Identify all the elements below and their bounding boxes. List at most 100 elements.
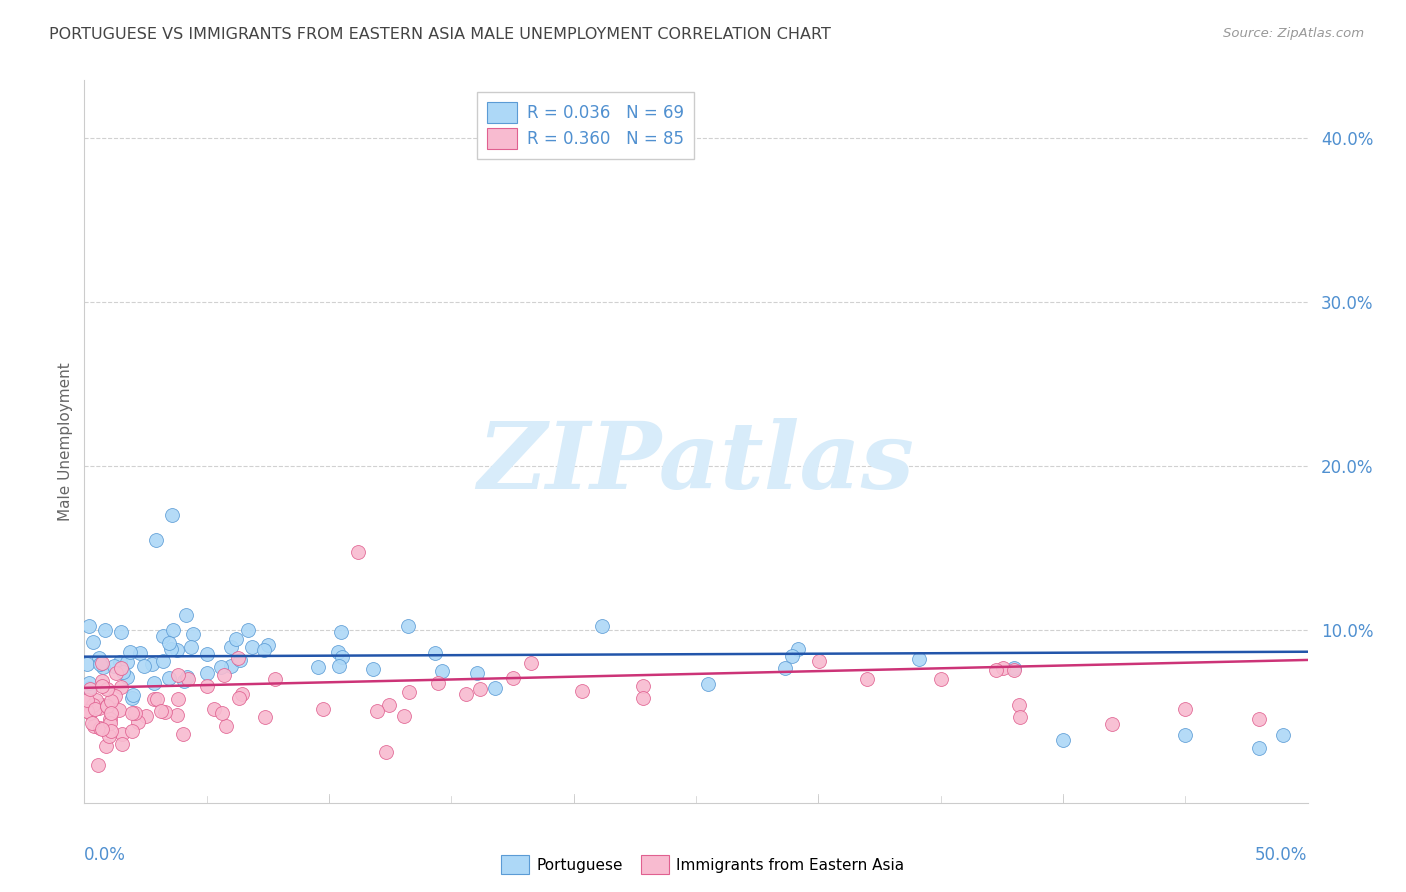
Point — [87, 758, 110, 772]
Point — [146, 692, 169, 706]
Point — [124, 706, 146, 721]
Point — [226, 650, 249, 665]
Point — [228, 690, 250, 705]
Point — [97, 730, 120, 744]
Point — [96, 698, 118, 713]
Point — [1002, 660, 1025, 674]
Point — [145, 533, 167, 547]
Point — [77, 681, 100, 696]
Point — [150, 704, 173, 718]
Point — [115, 670, 138, 684]
Point — [195, 679, 218, 693]
Point — [104, 690, 127, 704]
Point — [212, 668, 235, 682]
Point — [79, 706, 101, 720]
Point — [111, 737, 134, 751]
Point — [374, 745, 396, 759]
Point — [96, 698, 118, 713]
Point — [177, 673, 200, 687]
Point — [361, 662, 384, 676]
Point — [253, 643, 276, 657]
Point — [454, 687, 477, 701]
Point — [143, 691, 166, 706]
Point — [76, 693, 98, 707]
Point — [328, 658, 350, 673]
Point — [195, 647, 218, 661]
Point — [82, 698, 104, 713]
Point — [157, 671, 180, 685]
Point — [111, 727, 134, 741]
Point — [122, 688, 145, 702]
Point — [84, 693, 107, 707]
Point — [91, 657, 114, 671]
Point — [157, 636, 180, 650]
Point — [108, 655, 131, 669]
Point — [398, 685, 420, 699]
Point — [225, 632, 247, 647]
Point — [209, 659, 232, 673]
Point — [152, 655, 174, 669]
Point — [377, 698, 399, 713]
Point — [91, 698, 114, 712]
Point — [172, 726, 194, 740]
Point — [236, 624, 259, 638]
Point — [84, 701, 107, 715]
Point — [502, 671, 524, 685]
Point — [115, 655, 138, 669]
Point — [432, 664, 454, 678]
Point — [326, 645, 349, 659]
Point — [396, 619, 419, 633]
Point — [132, 658, 155, 673]
Point — [135, 709, 157, 723]
Point — [1010, 710, 1032, 724]
Point — [256, 639, 278, 653]
Point — [908, 652, 931, 666]
Point — [195, 666, 218, 681]
Point — [571, 683, 593, 698]
Point — [77, 619, 100, 633]
Point — [110, 680, 132, 694]
Point — [219, 640, 242, 654]
Point — [121, 706, 143, 721]
Point — [631, 690, 654, 705]
Legend: R = 0.036   N = 69, R = 0.360   N = 85: R = 0.036 N = 69, R = 0.360 N = 85 — [478, 92, 695, 159]
Point — [76, 704, 98, 718]
Point — [240, 640, 263, 654]
Point — [89, 721, 111, 735]
Point — [83, 719, 105, 733]
Point — [520, 657, 543, 671]
Point — [96, 681, 118, 696]
Point — [780, 649, 803, 664]
Point — [100, 694, 122, 708]
Text: PORTUGUESE VS IMMIGRANTS FROM EASTERN ASIA MALE UNEMPLOYMENT CORRELATION CHART: PORTUGUESE VS IMMIGRANTS FROM EASTERN AS… — [49, 27, 831, 42]
Point — [152, 629, 174, 643]
Point — [100, 724, 122, 739]
Point — [929, 672, 952, 686]
Point — [104, 665, 127, 680]
Point — [173, 673, 195, 688]
Point — [89, 657, 111, 671]
Point — [93, 660, 115, 674]
Point — [591, 618, 613, 632]
Point — [330, 624, 353, 639]
Point — [787, 641, 810, 656]
Point — [312, 702, 335, 716]
Point — [100, 706, 122, 721]
Point — [426, 676, 449, 690]
Point — [696, 677, 718, 691]
Point — [96, 739, 118, 753]
Point — [90, 674, 112, 689]
Point — [176, 608, 198, 623]
Point — [166, 643, 188, 657]
Point — [1052, 733, 1074, 747]
Point — [153, 705, 176, 719]
Point — [1002, 664, 1025, 678]
Point — [142, 676, 165, 690]
Point — [984, 663, 1007, 677]
Point — [229, 653, 252, 667]
Point — [111, 665, 134, 679]
Point — [465, 665, 488, 680]
Point — [141, 657, 163, 671]
Legend: Portuguese, Immigrants from Eastern Asia: Portuguese, Immigrants from Eastern Asia — [495, 849, 911, 880]
Point — [392, 708, 415, 723]
